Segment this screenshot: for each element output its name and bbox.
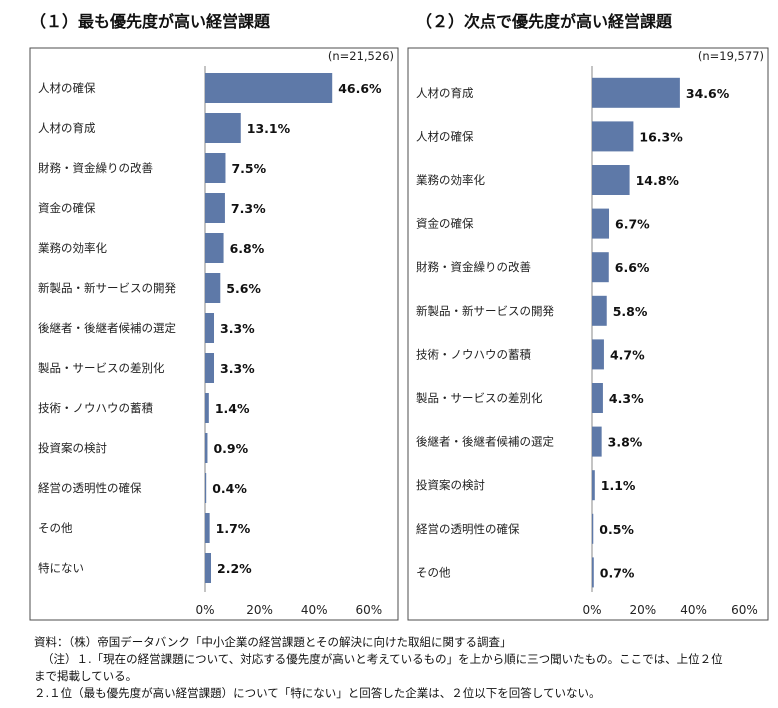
right-bar xyxy=(592,383,603,413)
left-category-label: 資金の確保 xyxy=(38,201,96,215)
right-category-label: 後継者・後継者候補の選定 xyxy=(416,435,554,449)
right-category-label: 人材の確保 xyxy=(416,129,474,143)
right-category-label: 経営の透明性の確保 xyxy=(416,522,520,536)
left-category-label: 業務の効率化 xyxy=(38,241,107,255)
right-category-label: 業務の効率化 xyxy=(416,173,485,187)
left-tick-label: 0% xyxy=(195,603,214,617)
left-bar xyxy=(205,313,215,343)
right-category-label: 資金の確保 xyxy=(416,217,474,231)
left-category-label: 特にない xyxy=(38,561,84,575)
right-data-label: 4.3% xyxy=(609,391,644,406)
right-bar xyxy=(592,426,602,457)
right-category-label: 人材の育成 xyxy=(416,86,474,100)
left-category-label: 財務・資金繰りの改善 xyxy=(38,161,153,175)
right-data-label: 0.7% xyxy=(600,565,635,580)
right-category-label: 投資案の検討 xyxy=(416,478,485,492)
note-1-line-2: まで掲載している。 xyxy=(34,669,138,683)
note-1-line-1: （注）１.「現在の経営課題について、対応する優先度が高いと考えているもの」を上か… xyxy=(42,652,723,666)
left-bar xyxy=(205,233,224,263)
right-chart-frame xyxy=(407,47,769,621)
left-bar xyxy=(205,73,333,103)
right-data-label: 4.7% xyxy=(610,347,645,362)
left-bar xyxy=(205,193,225,223)
right-data-label: 3.8% xyxy=(608,435,643,450)
right-bar xyxy=(592,339,604,370)
left-tick-label: 40% xyxy=(301,603,328,617)
source-note: 資料：（株）帝国データバンク「中小企業の経営課題とその解決に向けた取組に関する調… xyxy=(34,635,512,649)
left-bar xyxy=(205,553,212,583)
left-bar xyxy=(205,513,210,543)
left-bar xyxy=(205,113,241,143)
left-chart-title: （１）最も優先度が高い経営課題 xyxy=(30,12,271,31)
right-chart-title: （２）次点で優先度が高い経営課題 xyxy=(416,12,673,31)
left-data-label: 2.2% xyxy=(217,561,252,576)
right-bar xyxy=(592,470,595,501)
left-bar xyxy=(205,473,207,503)
left-data-label: 3.3% xyxy=(220,361,255,376)
right-tick-label: 40% xyxy=(680,603,707,617)
left-data-label: 7.5% xyxy=(231,161,266,176)
left-data-label: 0.4% xyxy=(212,481,247,496)
left-category-label: 人材の確保 xyxy=(38,81,96,95)
left-data-label: 5.6% xyxy=(226,281,261,296)
left-category-label: 人材の育成 xyxy=(38,121,96,135)
right-data-label: 6.6% xyxy=(615,260,650,275)
right-n-label: (n=19,577) xyxy=(698,49,764,63)
right-data-label: 1.1% xyxy=(601,478,636,493)
right-tick-label: 0% xyxy=(582,603,601,617)
right-bar xyxy=(592,208,610,239)
left-bar xyxy=(205,273,221,303)
right-data-label: 34.6% xyxy=(686,86,730,101)
note-2: ２.１位（最も優先度が高い経営課題）について「特にない」と回答した企業は、２位以… xyxy=(34,686,601,700)
left-data-label: 13.1% xyxy=(247,121,291,136)
left-data-label: 46.6% xyxy=(338,81,382,96)
left-data-label: 6.8% xyxy=(230,241,265,256)
left-bar xyxy=(205,393,209,423)
right-tick-label: 20% xyxy=(629,603,656,617)
left-n-label: (n=21,526) xyxy=(328,49,394,63)
left-category-label: その他 xyxy=(38,521,73,535)
left-category-label: 技術・ノウハウの蓄積 xyxy=(38,401,153,415)
left-data-label: 1.4% xyxy=(215,401,250,416)
left-category-label: 投資案の検討 xyxy=(38,441,107,455)
left-category-label: 新製品・新サービスの開発 xyxy=(38,281,176,295)
right-bar xyxy=(592,513,594,544)
right-bar xyxy=(592,165,630,195)
charts-canvas: (n=21,526) 0% 20% 40% 60% 人材の確保 46.6% 人材の育成 13.1… xyxy=(29,47,769,621)
right-category-label: その他 xyxy=(416,565,451,579)
left-bar xyxy=(205,353,215,383)
right-data-label: 5.8% xyxy=(613,304,648,319)
left-data-label: 3.3% xyxy=(220,321,255,336)
right-category-label: 製品・サービスの差別化 xyxy=(416,391,543,405)
left-bar xyxy=(205,153,226,183)
right-bar xyxy=(592,252,609,283)
left-data-label: 7.3% xyxy=(231,201,266,216)
right-category-label: 新製品・新サービスの開発 xyxy=(416,304,554,318)
right-category-label: 財務・資金繰りの改善 xyxy=(416,260,531,274)
right-category-label: 技術・ノウハウの蓄積 xyxy=(416,347,531,361)
right-tick-label: 60% xyxy=(731,603,758,617)
left-data-label: 0.9% xyxy=(213,441,248,456)
left-tick-label: 60% xyxy=(355,603,382,617)
right-bar xyxy=(592,77,680,108)
left-category-label: 経営の透明性の確保 xyxy=(38,481,142,495)
right-data-label: 14.8% xyxy=(636,173,680,188)
right-bar xyxy=(592,295,607,326)
right-bar xyxy=(592,121,634,152)
left-data-label: 1.7% xyxy=(216,521,251,536)
right-bar xyxy=(592,557,594,588)
left-bar xyxy=(205,433,208,463)
left-category-label: 製品・サービスの差別化 xyxy=(38,361,165,375)
notes: 資料：（株）帝国データバンク「中小企業の経営課題とその解決に向けた取組に関する調… xyxy=(34,634,723,702)
left-category-label: 後継者・後継者候補の選定 xyxy=(38,321,176,335)
right-data-label: 16.3% xyxy=(639,129,683,144)
left-chart-frame xyxy=(29,47,399,621)
right-data-label: 6.7% xyxy=(615,217,650,232)
right-data-label: 0.5% xyxy=(599,522,634,537)
left-tick-label: 20% xyxy=(246,603,273,617)
